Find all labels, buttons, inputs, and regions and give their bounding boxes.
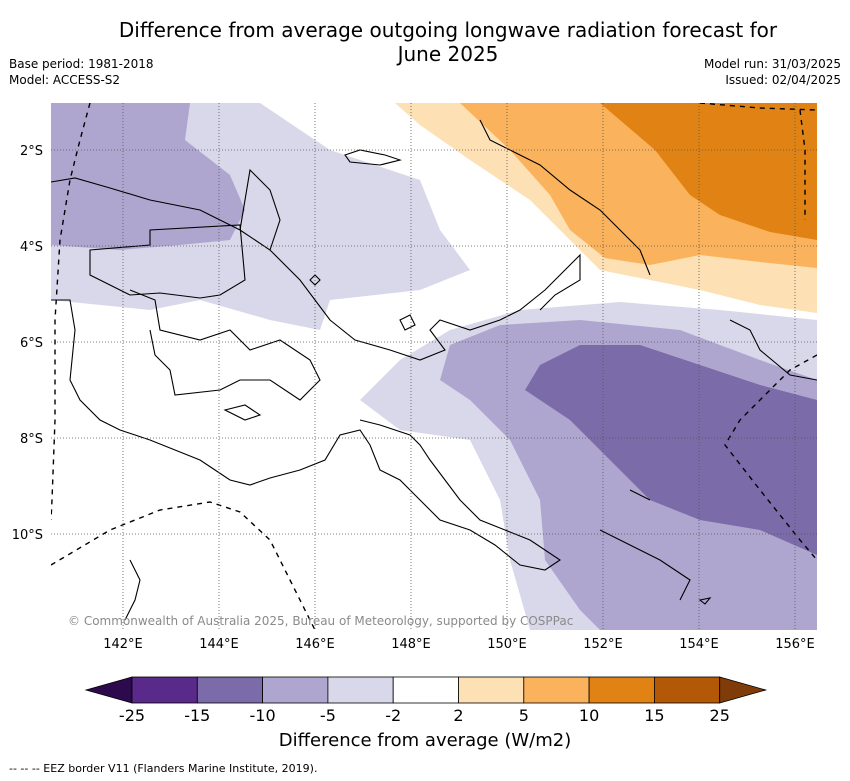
colorbar-tick-label: -25 bbox=[119, 706, 145, 725]
lon-label: 142°E bbox=[103, 637, 143, 652]
model-run: Model run: 31/03/2025 bbox=[703, 57, 841, 71]
colorbar-tick-label: -15 bbox=[184, 706, 210, 725]
contour-m-purple-east bbox=[525, 345, 817, 555]
colorbar-segment bbox=[523, 676, 590, 704]
lat-axis: 2°S 4°S 6°S 8°S 10°S bbox=[12, 144, 43, 543]
lon-label: 152°E bbox=[583, 637, 623, 652]
copyright-text: © Commonwealth of Australia 2025, Bureau… bbox=[68, 614, 574, 628]
colorbar-arrow-low bbox=[84, 676, 133, 704]
colorbar-segment bbox=[196, 676, 264, 704]
lon-label: 150°E bbox=[487, 637, 527, 652]
colorbar-segment bbox=[392, 676, 459, 704]
lon-label: 144°E bbox=[199, 637, 239, 652]
colorbar: -25 -15 -10 -5 -2 2 5 10 15 25 bbox=[84, 676, 768, 725]
colorbar-segment bbox=[654, 676, 721, 704]
lon-label: 156°E bbox=[775, 637, 815, 652]
colorbar-tick-label: 15 bbox=[644, 706, 664, 725]
graticule bbox=[51, 103, 817, 630]
colorbar-tick-label: 25 bbox=[710, 706, 730, 725]
colorbar-tick-label: 10 bbox=[579, 706, 599, 725]
colorbar-tick-label: 5 bbox=[519, 706, 529, 725]
lon-label: 148°E bbox=[391, 637, 431, 652]
meta-right: Model run: 31/03/2025 Issued: 02/04/2025 bbox=[704, 56, 841, 88]
lat-label: 2°S bbox=[20, 144, 43, 159]
colorbar-segment bbox=[327, 676, 394, 704]
anomaly-field bbox=[51, 103, 817, 630]
colorbar-label: Difference from average (W/m2) bbox=[278, 730, 572, 751]
lon-label: 146°E bbox=[295, 637, 335, 652]
colorbar-arrow-high bbox=[719, 676, 768, 704]
meta-left: Base period: 1981-2018 Model: ACCESS-S2 bbox=[9, 56, 154, 88]
lon-axis: 142°E 144°E 146°E 148°E 150°E 152°E 154°… bbox=[103, 637, 815, 652]
eez-footnote: -- -- -- EEZ border V11 (Flanders Marine… bbox=[9, 762, 318, 775]
lat-label: 8°S bbox=[20, 432, 43, 447]
lat-label: 4°S bbox=[20, 240, 43, 255]
model-name: Model: ACCESS-S2 bbox=[9, 73, 121, 87]
colorbar-tick-label: -2 bbox=[385, 706, 401, 725]
lat-label: 6°S bbox=[20, 336, 43, 351]
colorbar-segment bbox=[131, 676, 198, 704]
colorbar-segment bbox=[458, 676, 525, 704]
title-line-1: Difference from average outgoing longwav… bbox=[118, 18, 778, 42]
colorbar-segment bbox=[588, 676, 655, 704]
colorbar-tick-label: -5 bbox=[320, 706, 336, 725]
map-title: Difference from average outgoing longwav… bbox=[0, 18, 850, 66]
colorbar-tick-label: -10 bbox=[250, 706, 276, 725]
colorbar-segment bbox=[262, 676, 329, 704]
lon-label: 154°E bbox=[679, 637, 719, 652]
lat-label: 10°S bbox=[12, 528, 43, 543]
coastlines bbox=[51, 119, 817, 621]
colorbar-tick-label: 2 bbox=[453, 706, 463, 725]
issued-date: Issued: 02/04/2025 bbox=[725, 73, 841, 87]
title-line-2: June 2025 bbox=[397, 42, 499, 66]
base-period: Base period: 1981-2018 bbox=[9, 57, 154, 71]
contour-m-orange bbox=[600, 103, 817, 240]
contour-l-purple-west bbox=[51, 103, 245, 250]
